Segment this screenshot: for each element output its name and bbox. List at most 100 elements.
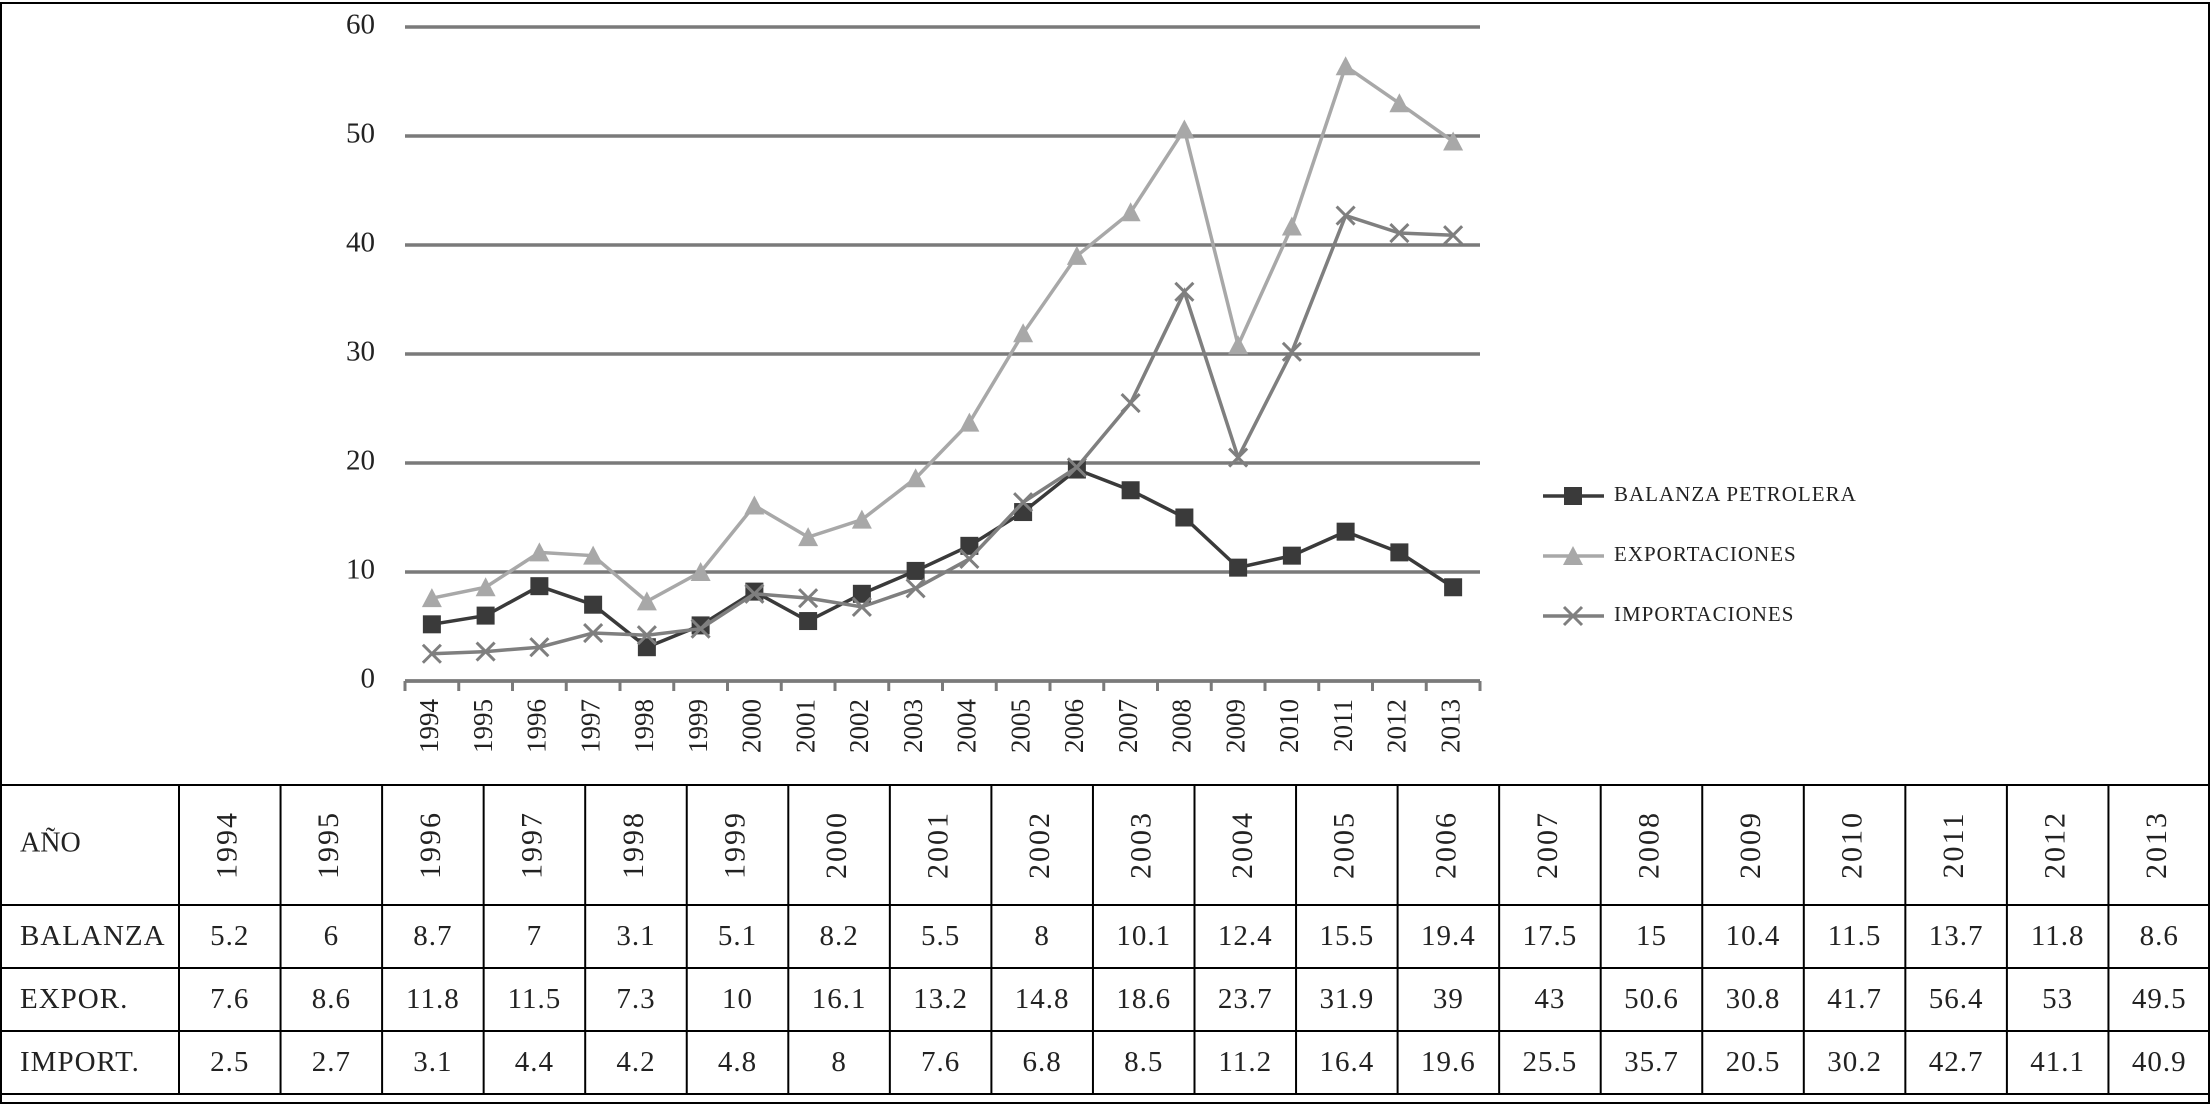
table-header: 2004 [1226,811,1259,879]
table-cell: 16.1 [812,983,867,1015]
x-tick-label: 1994 [414,699,444,754]
table-header: 2012 [2039,811,2072,879]
table-cell: 20.5 [1726,1046,1781,1078]
table-cell: 15 [1636,920,1667,952]
x-tick-label: 2009 [1220,699,1250,753]
marker [1066,245,1087,265]
y-tick-label: 20 [346,445,375,477]
table-cell: 7 [527,920,543,952]
marker [476,606,495,625]
table-cell: 16.4 [1319,1046,1374,1078]
table-cell: 8.6 [2140,920,2179,952]
table-cell: 8 [1034,920,1050,952]
x-tick-label: 2004 [952,699,982,754]
table-cell: 10.1 [1116,920,1171,952]
table-cell: 4.8 [718,1046,757,1078]
marker [529,637,550,658]
series-line [431,213,1454,656]
marker [1120,392,1141,414]
table-header: 2001 [922,811,955,879]
table-header: 2002 [1023,811,1056,879]
table-cell: 12.4 [1218,920,1273,952]
table-header: 2010 [1835,811,1868,879]
x-tick-label: 2001 [790,699,820,753]
table-cell: 30.2 [1827,1046,1882,1078]
x-tick-label: 2003 [898,699,928,753]
marker [799,612,818,631]
table-header: 2009 [1734,811,1767,879]
marker [1281,341,1302,362]
legend-label: EXPORTACIONES [1614,542,1797,566]
table-cell: 10 [722,983,753,1015]
marker [744,495,765,515]
marker [1389,93,1410,113]
table-cell: 41.7 [1827,983,1882,1015]
table-cell: 18.6 [1116,983,1171,1015]
x-tick-label: 1995 [468,699,498,753]
y-tick-label: 40 [346,227,375,259]
table-header: 1999 [718,811,751,879]
table-cell: 42.7 [1929,1046,1984,1078]
x-tick-label: 2008 [1167,699,1197,753]
table-cell: 30.8 [1726,983,1781,1015]
table-cell: 39 [1433,983,1464,1015]
marker [1013,323,1034,343]
marker [1335,56,1356,76]
marker [798,527,819,547]
table-cell: 56.4 [1929,983,1984,1015]
table-cell: 15.5 [1319,920,1374,952]
marker [1121,481,1140,500]
table-cell: 13.7 [1929,920,1984,952]
table-cell: 14.8 [1015,983,1070,1015]
marker [636,591,657,611]
table-cell: 6.8 [1023,1046,1062,1078]
marker [583,545,604,565]
table-header: 1995 [312,811,345,879]
marker [852,584,871,603]
table-header: 1994 [211,811,244,879]
table-cell: 7.6 [921,1046,960,1078]
marker [905,578,926,599]
marker [1335,205,1356,226]
table-header: 1998 [617,811,650,879]
table-cell: 50.6 [1624,983,1679,1015]
marker [475,641,496,662]
marker [798,588,819,609]
table-cell: 53 [2042,983,2073,1015]
table-cell: 41.1 [2030,1046,2085,1078]
y-tick-label: 50 [346,118,375,150]
marker [1336,522,1355,541]
marker [1175,508,1194,527]
marker [530,577,549,596]
marker [1228,447,1249,468]
table-header: 2008 [1632,811,1665,879]
table-cell: 8.2 [819,920,858,952]
table-cell: 13.2 [913,983,968,1015]
table-cell: IMPORT. [20,1046,140,1078]
x-tick-label: 2006 [1059,699,1089,753]
marker [690,562,711,581]
table-cell: 49.5 [2132,983,2187,1015]
x-tick-label: 1996 [522,699,552,753]
table-header: 2007 [1531,811,1564,879]
marker [421,643,442,664]
table-cell: 5.2 [210,920,249,952]
table-cell: 8.7 [413,920,452,952]
table-cell: 3.1 [413,1046,452,1078]
marker [583,622,604,644]
table-cell: 4.4 [515,1046,554,1078]
legend-label: IMPORTACIONES [1614,602,1794,626]
x-tick-label: 2011 [1328,699,1358,752]
table-cell: 35.7 [1624,1046,1679,1078]
marker [905,468,926,488]
table-cell: 23.7 [1218,983,1273,1015]
table-cell: 11.8 [2031,920,2085,952]
table-header: 2011 [1937,812,1970,879]
marker [690,618,711,639]
table-cell: 43 [1534,983,1565,1015]
y-tick-label: 30 [346,336,375,368]
table-header: 2005 [1328,811,1361,879]
marker [1067,460,1086,479]
marker [422,615,441,634]
